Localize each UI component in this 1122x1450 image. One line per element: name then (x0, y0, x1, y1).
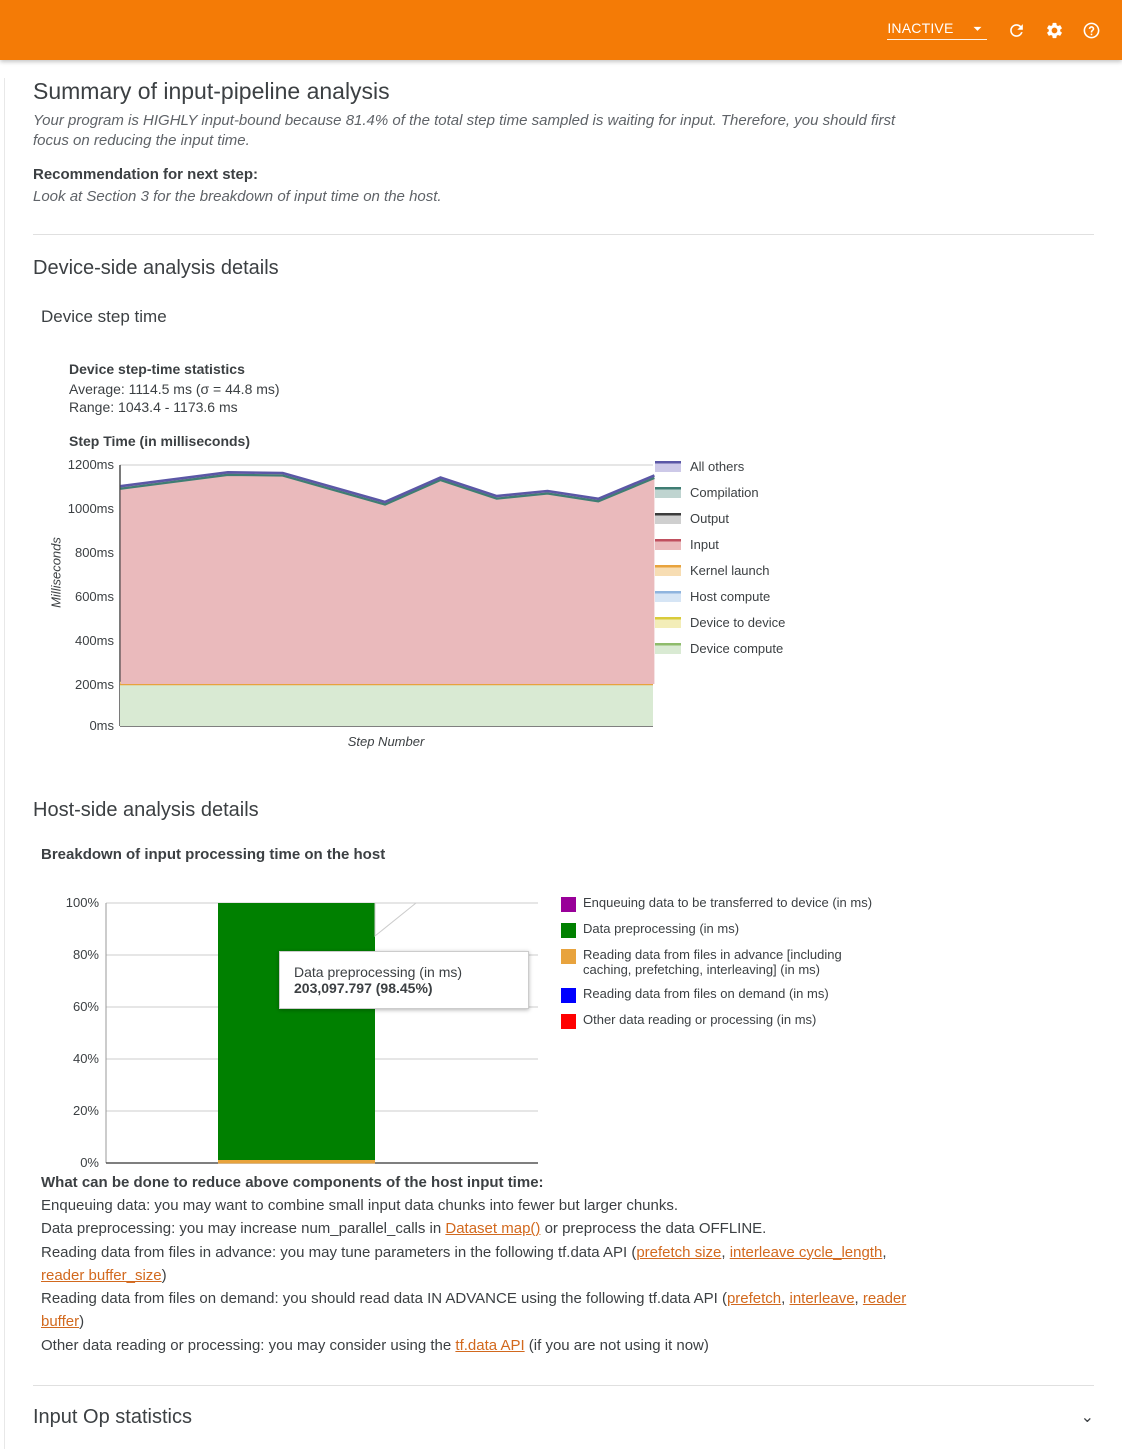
svg-text:800ms: 800ms (75, 545, 115, 560)
svg-text:0%: 0% (80, 1155, 99, 1170)
svg-text:0ms: 0ms (89, 718, 114, 733)
svg-text:1200ms: 1200ms (68, 457, 115, 472)
svg-text:Step Number: Step Number (348, 734, 425, 749)
svg-text:100%: 100% (66, 895, 100, 910)
svg-text:1000ms: 1000ms (68, 501, 115, 516)
svg-text:200ms: 200ms (75, 677, 115, 692)
svg-text:80%: 80% (73, 947, 99, 962)
svg-text:20%: 20% (73, 1103, 99, 1118)
svg-text:60%: 60% (73, 999, 99, 1014)
svg-text:40%: 40% (73, 1051, 99, 1066)
svg-text:400ms: 400ms (75, 633, 115, 648)
svg-text:600ms: 600ms (75, 589, 115, 604)
